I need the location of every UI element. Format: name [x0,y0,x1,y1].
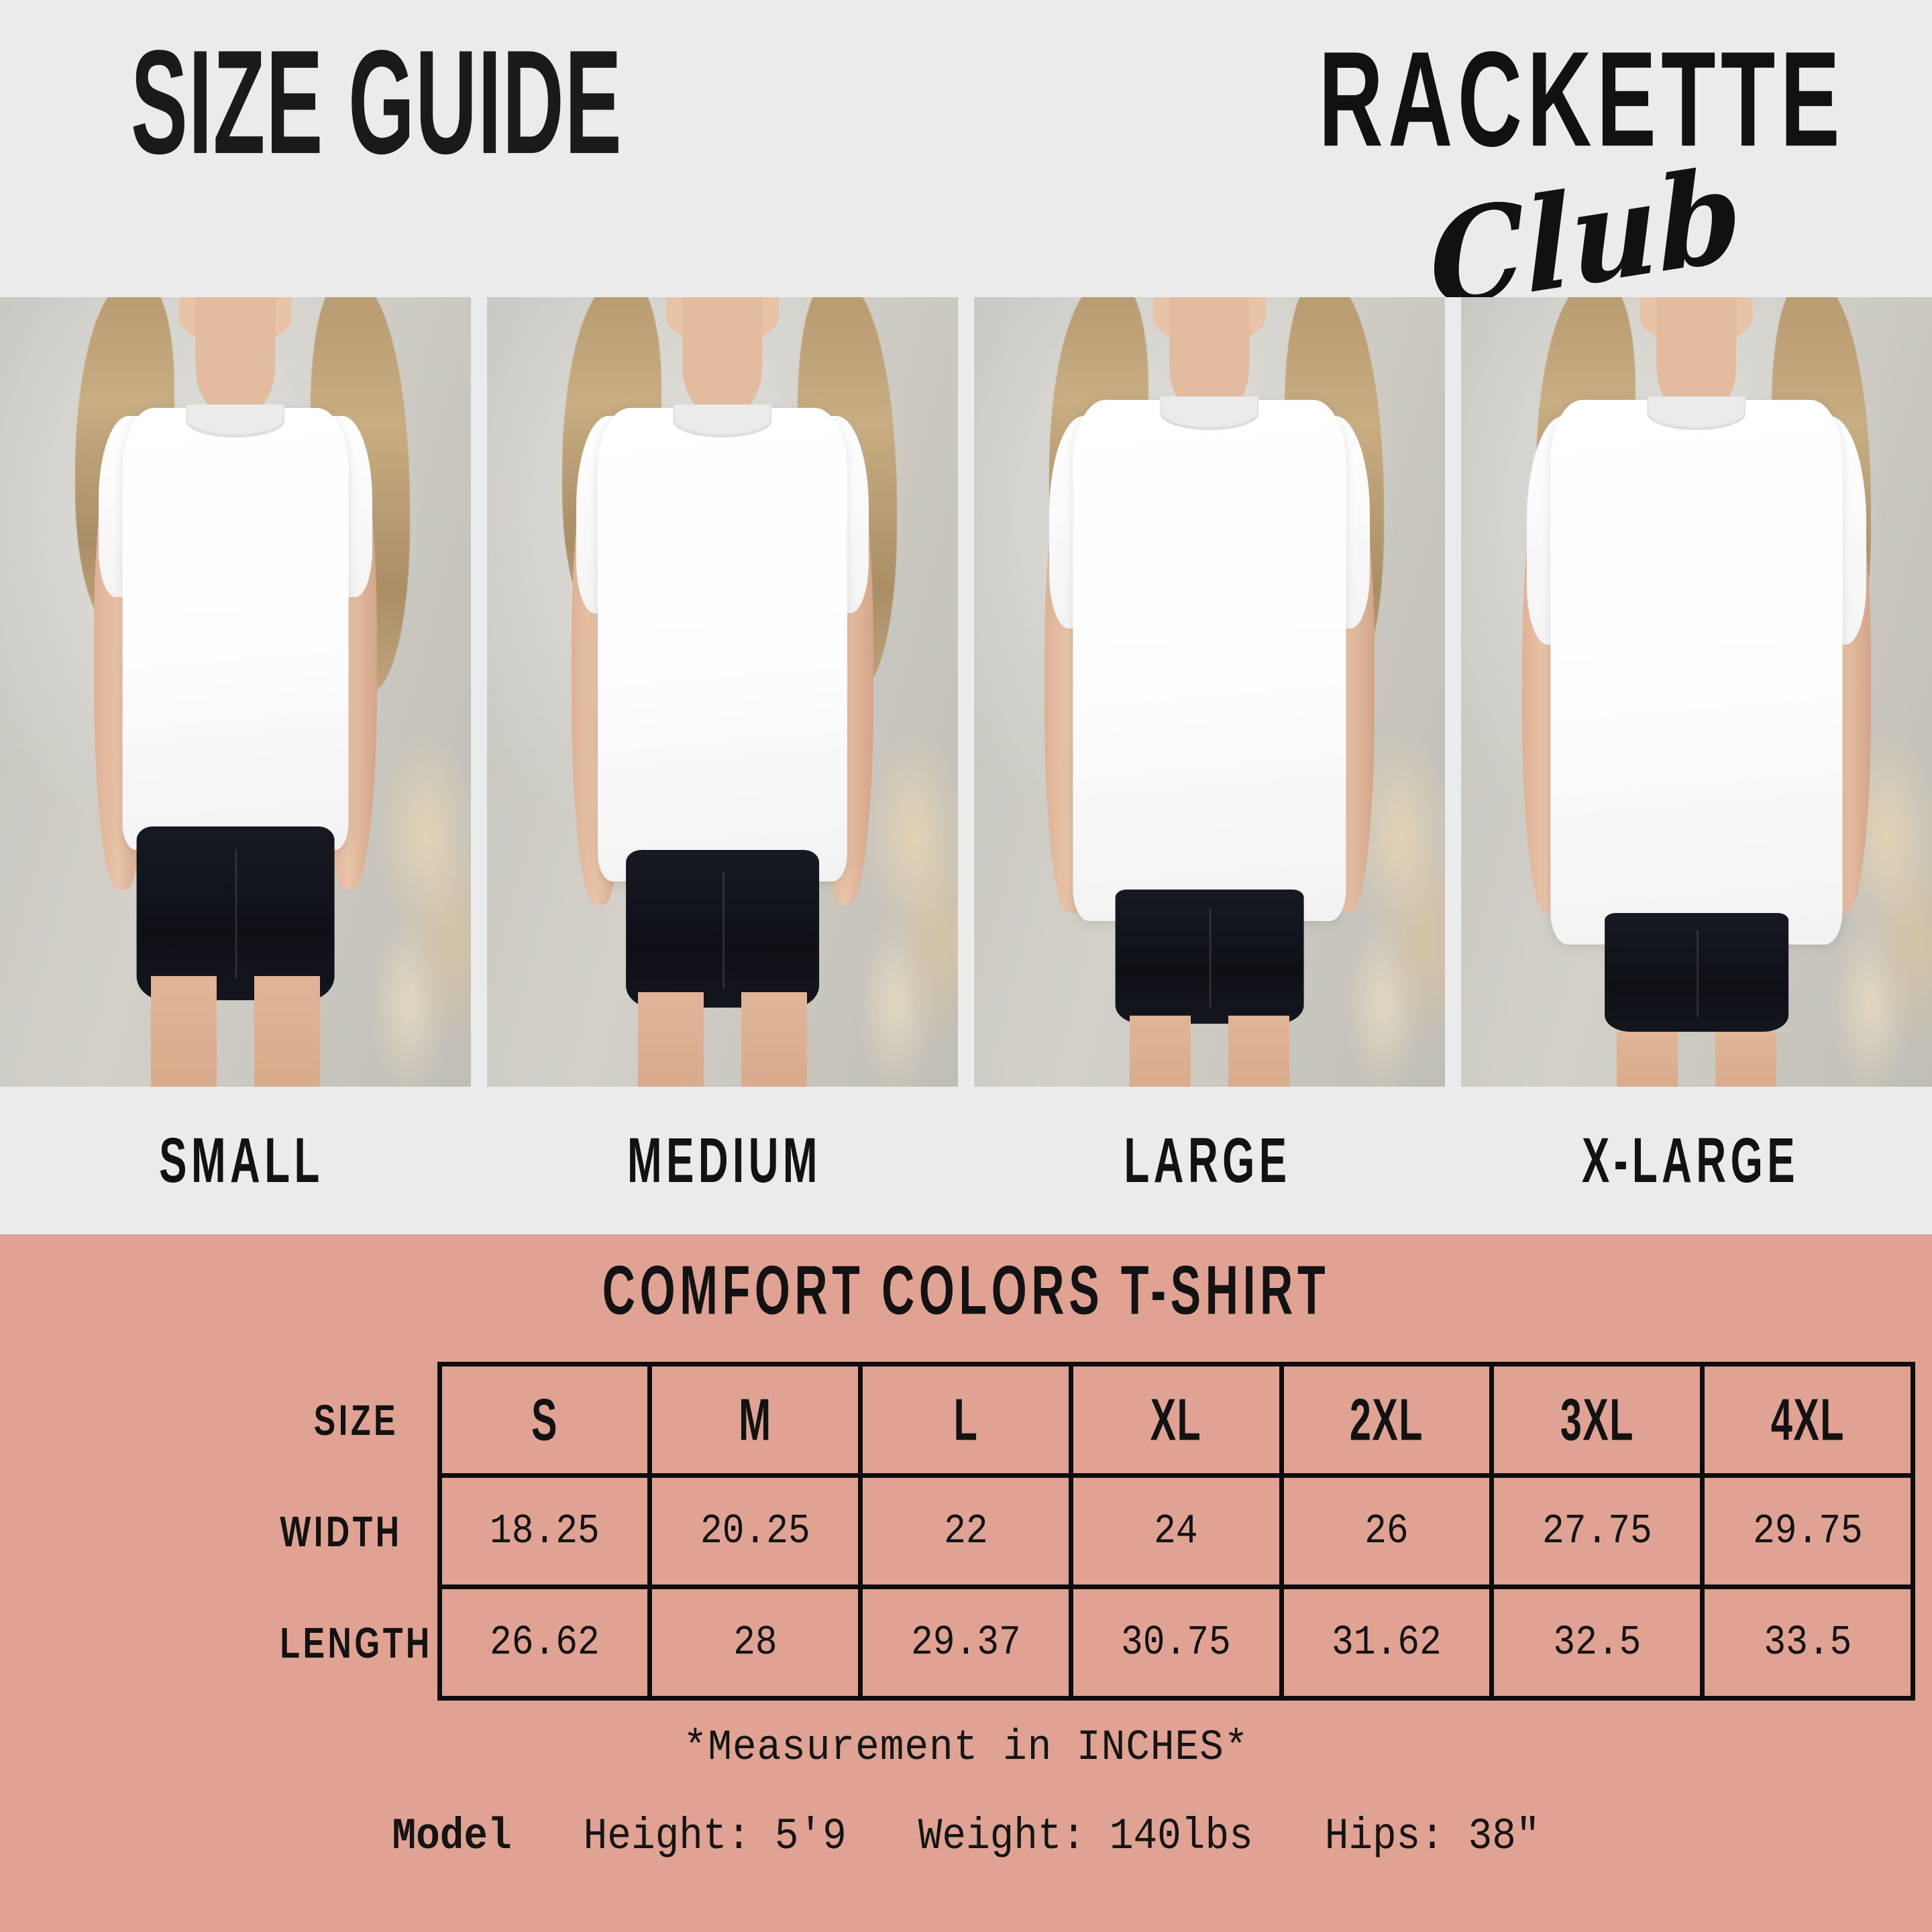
model-neck [195,297,276,416]
black-bike-shorts [136,826,335,1000]
model-hips: Hips: 38" [1324,1811,1540,1862]
col-header-s: S [467,1356,623,1484]
col-header-l: L [888,1356,1043,1484]
length-s: 26.62 [449,1585,640,1701]
table-title: COMFORT COLORS T-SHIRT [602,1252,1330,1330]
white-tshirt-small [122,407,349,850]
white-tshirt-large [1073,400,1346,921]
black-bike-shorts [1115,889,1304,1024]
page-title: SIZE GUIDE [131,19,623,184]
photo-xlarge [1461,297,1932,1087]
col-header-m: M [678,1356,833,1484]
white-tshirt-medium [597,407,848,881]
shirt-collar [1160,396,1259,430]
model-height: Height: 5'9 [583,1811,847,1862]
width-2xl: 26 [1291,1473,1482,1589]
model-leg-left [637,991,704,1087]
photo-medium [487,297,958,1087]
size-label-row: SMALL MEDIUM LARGE X-LARGE [0,1087,1932,1234]
size-label-xlarge: X-LARGE [1582,1124,1799,1196]
brand-name-text: RACKETTE [1318,23,1845,175]
model-leg-left [1616,1031,1678,1087]
length-2xl: 31.62 [1291,1585,1482,1701]
black-bike-shorts [626,849,819,1008]
model-photo-strip [0,297,1932,1087]
col-header-3xl: 3XL [1519,1356,1675,1484]
shirt-collar [186,405,285,438]
model-neck [1656,297,1737,416]
model-label: Model [392,1811,512,1862]
row-header-width: WIDTH [280,1507,402,1556]
model-leg-right [1715,1031,1777,1087]
model-weight: Weight: 140lbs [918,1811,1253,1862]
table-row-width: WIDTH 18.25 20.25 22 24 26 27.75 29.75 [258,1473,1913,1589]
length-4xl: 33.5 [1713,1585,1902,1701]
brand-logo: RACKETTE Club [1248,23,1851,337]
shirt-collar [1647,396,1746,430]
length-m: 28 [660,1585,850,1701]
model-leg-left [150,976,217,1087]
width-3xl: 27.75 [1502,1473,1692,1589]
width-xl: 24 [1081,1473,1271,1589]
model-info-line: Model Height: 5'9 Weight: 140lbs Hips: 3… [97,1811,1835,1862]
length-l: 29.37 [871,1585,1061,1701]
model-leg-right [254,976,321,1087]
size-chart-table: SIZE S M L XL 2XL 3XL 4XL WIDTH 18.25 20… [258,1356,1915,1701]
width-m: 20.25 [660,1473,850,1589]
model-neck [1169,297,1250,416]
length-xl: 30.75 [1081,1585,1271,1701]
size-label-medium: MEDIUM [627,1124,822,1196]
col-header-2xl: 2XL [1309,1356,1464,1484]
col-header-4xl: 4XL [1730,1356,1886,1484]
size-label-small: SMALL [159,1124,324,1196]
table-row-size: SIZE S M L XL 2XL 3XL 4XL [258,1356,1913,1484]
width-s: 18.25 [449,1473,640,1589]
measurement-note: *Measurement in INCHES* [683,1724,1249,1772]
header-bar: SIZE GUIDE RACKETTE Club [0,0,1932,337]
row-header-length: LENGTH [280,1618,433,1667]
row-header-size: SIZE [313,1395,399,1444]
width-l: 22 [871,1473,1061,1589]
photo-small [0,297,471,1087]
black-bike-shorts [1605,913,1788,1032]
size-label-large: LARGE [1124,1124,1291,1196]
model-leg-right [1228,1016,1290,1087]
model-neck [682,297,763,416]
length-3xl: 32.5 [1502,1585,1692,1701]
white-tshirt-xlarge [1550,400,1843,945]
col-header-xl: XL [1098,1356,1254,1484]
photo-large [974,297,1445,1087]
table-row-length: LENGTH 26.62 28 29.37 30.75 31.62 32.5 3… [258,1585,1913,1701]
width-4xl: 29.75 [1713,1473,1902,1589]
model-leg-left [1129,1016,1191,1087]
shirt-collar [673,405,772,438]
model-leg-right [741,991,808,1087]
